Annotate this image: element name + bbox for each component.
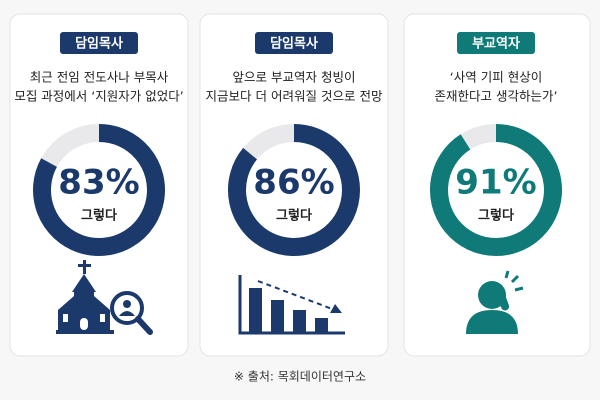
church-icon	[56, 260, 114, 334]
magnifier-icon	[110, 291, 153, 335]
question: ‘사역 기피 현상이	[450, 70, 542, 85]
value-label: 91%	[455, 163, 536, 203]
answer-label: 그렇다	[81, 208, 117, 224]
badge	[457, 32, 535, 54]
question: 모집 과정에서 ‘지원자가 없었다’	[14, 89, 183, 104]
donut-arc	[228, 124, 360, 256]
question: 지금보다 더 어려워질 것으로 전망	[206, 89, 383, 104]
person-icon	[466, 270, 524, 334]
card	[199, 13, 389, 357]
badge-label: 담임목사	[75, 36, 123, 52]
decline-icon	[238, 275, 345, 335]
question: 최근 전임 전도사나 부목사	[30, 70, 169, 85]
value-label: 83%	[58, 163, 139, 203]
card	[403, 13, 591, 357]
question: 앞으로 부교역자 청빙이	[233, 70, 356, 85]
donut-arc	[430, 124, 562, 256]
badge	[255, 32, 333, 54]
church-windows	[63, 314, 105, 330]
badge	[60, 32, 138, 54]
value-label: 86%	[253, 163, 334, 203]
badge-label: 담임목사	[270, 36, 318, 52]
source: ※ 출처: 목회데이터연구소	[234, 370, 366, 384]
answer-label: 그렇다	[276, 208, 312, 224]
donut-arc	[33, 124, 165, 256]
badge-label: 부교역자	[472, 36, 520, 52]
answer-label: 그렇다	[478, 208, 514, 224]
card	[9, 13, 189, 357]
question: 존재한다고 생각하는가’	[435, 89, 558, 104]
